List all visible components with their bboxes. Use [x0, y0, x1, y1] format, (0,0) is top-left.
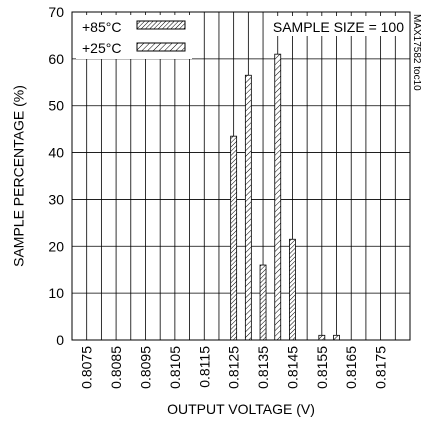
sample-size-annotation: SAMPLE SIZE = 100	[273, 19, 404, 35]
y-tick-label: 50	[48, 98, 64, 114]
y-tick-label: 10	[48, 285, 64, 301]
bar-series-0-2	[289, 238, 296, 341]
x-tick-label: 0.8135	[255, 346, 271, 389]
legend: +85°C +25°C	[76, 15, 192, 59]
bar-series-0-3	[318, 334, 326, 341]
x-tick-label: 0.8175	[373, 346, 389, 389]
bar-series-1-1	[274, 53, 282, 341]
x-tick-labels: 0.8075 0.8085 0.8095 0.8105 0.8115 0.8125 0.81…	[79, 346, 389, 389]
bars	[230, 53, 340, 341]
bar-series-0-0	[230, 135, 238, 341]
x-tick-label: 0.8105	[167, 346, 183, 389]
grid	[72, 12, 410, 340]
y-tick-labels: 0 10 20 30 40 50 60 70	[48, 4, 64, 348]
x-tick-label: 0.8115	[196, 346, 212, 388]
y-tick-label: 0	[56, 332, 64, 348]
y-tick-label: 60	[48, 51, 64, 67]
bar-series-0-1	[259, 264, 267, 341]
y-tick-label: 30	[48, 191, 64, 207]
annotation-background	[268, 16, 407, 36]
x-tick-label: 0.8095	[137, 346, 153, 389]
legend-label-25c: +25°C	[82, 40, 121, 56]
y-axis-label: SAMPLE PERCENTAGE (%)	[11, 85, 27, 267]
legend-swatch-25c	[136, 42, 186, 52]
x-tick-label: 0.8085	[108, 346, 124, 389]
x-tick-label: 0.8165	[343, 346, 359, 389]
figure-id-label: MAX17582 toc10	[411, 14, 422, 91]
y-tick-label: 40	[48, 145, 64, 161]
bar-series-1-0	[244, 74, 252, 341]
x-tick-label: 0.8155	[314, 346, 330, 389]
bar-series-1-2	[333, 334, 340, 341]
y-tick-label: 70	[48, 4, 64, 20]
legend-swatch-85c	[136, 20, 186, 30]
plot-frame	[71, 11, 411, 341]
x-tick-label: 0.8145	[284, 346, 300, 389]
x-axis-label: OUTPUT VOLTAGE (V)	[167, 401, 315, 417]
y-tick-label: 20	[48, 238, 64, 254]
x-tick-label: 0.8075	[79, 346, 95, 389]
legend-label-85c: +85°C	[82, 19, 121, 35]
x-tick-label: 0.8125	[226, 346, 242, 389]
